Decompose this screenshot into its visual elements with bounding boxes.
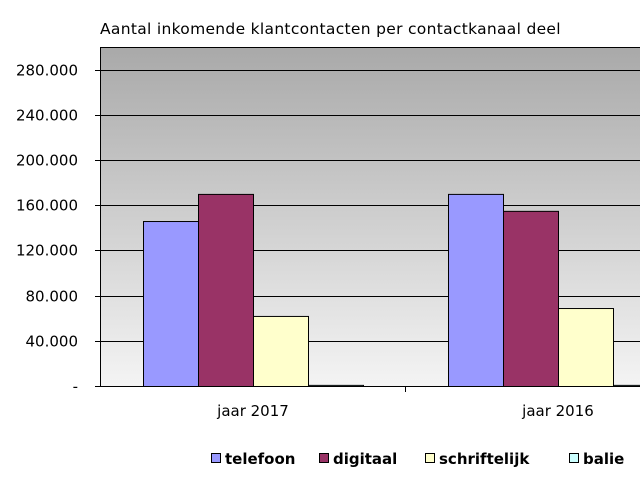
legend-swatch-schriftelijk bbox=[425, 453, 435, 463]
y-tick-label: 240.000 bbox=[16, 107, 78, 125]
y-tick-label: 80.000 bbox=[26, 288, 79, 306]
legend-label-schriftelijk: schriftelijk bbox=[439, 450, 530, 468]
y-tick-label: - bbox=[73, 378, 78, 396]
legend-label-balie: balie bbox=[583, 450, 624, 468]
legend-label-telefoon: telefoon bbox=[225, 450, 295, 468]
legend-swatch-telefoon bbox=[211, 453, 221, 463]
legend: telefoon digitaal schriftelijk balie bbox=[211, 450, 624, 468]
bar-balie-2 bbox=[613, 384, 640, 387]
axes bbox=[95, 47, 640, 392]
bar-digitaal-1 bbox=[198, 193, 254, 387]
legend-label-digitaal: digitaal bbox=[333, 450, 397, 468]
x-category-labels: jaar 2017 jaar 2016 bbox=[216, 402, 594, 420]
bar-telefoon-2 bbox=[448, 193, 504, 387]
bars bbox=[143, 193, 640, 387]
y-tick-label: 160.000 bbox=[16, 197, 78, 215]
bar-schriftelijk-2 bbox=[558, 308, 614, 387]
y-tick-label: 280.000 bbox=[16, 62, 78, 80]
x-category-label: jaar 2016 bbox=[521, 402, 594, 420]
chart-title: Aantal inkomende klantcontacten per cont… bbox=[100, 20, 561, 38]
y-tick-label: 120.000 bbox=[16, 242, 78, 260]
legend-swatch-digitaal bbox=[319, 453, 329, 463]
x-category-label: jaar 2017 bbox=[216, 402, 289, 420]
bar-schriftelijk-1 bbox=[253, 315, 309, 387]
bar-telefoon-1 bbox=[143, 221, 199, 387]
y-tick-label: 200.000 bbox=[16, 152, 78, 170]
y-tick-labels: - 40.000 80.000 120.000 160.000 200.000 240.00… bbox=[16, 62, 78, 396]
y-tick-label: 40.000 bbox=[26, 333, 79, 351]
bar-digitaal-2 bbox=[503, 210, 559, 387]
legend-swatch-balie bbox=[569, 453, 579, 463]
